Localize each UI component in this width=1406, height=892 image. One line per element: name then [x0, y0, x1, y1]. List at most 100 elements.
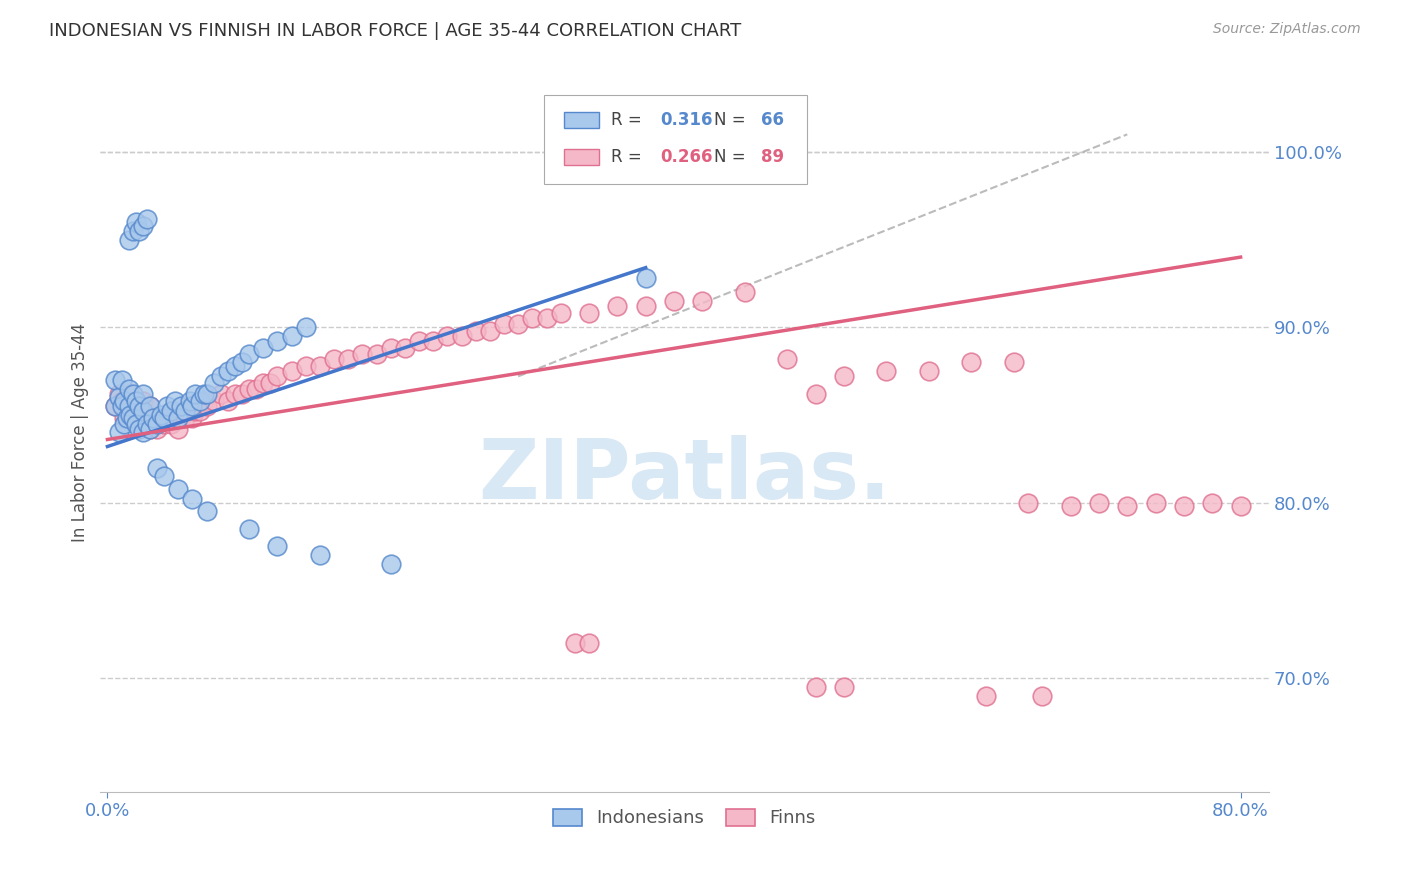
- Point: [128, 399, 150, 413]
- Point: [224, 387, 246, 401]
- Point: [170, 411, 193, 425]
- Point: [107, 391, 129, 405]
- Point: [118, 399, 141, 413]
- Point: [309, 548, 332, 562]
- Point: [184, 387, 207, 401]
- Point: [139, 399, 162, 413]
- Text: 0.266: 0.266: [659, 148, 713, 166]
- Point: [132, 219, 155, 233]
- Legend: Indonesians, Finns: Indonesians, Finns: [546, 802, 823, 835]
- Point: [508, 317, 530, 331]
- Point: [734, 285, 756, 300]
- Point: [174, 404, 197, 418]
- Point: [128, 417, 150, 431]
- Point: [662, 293, 685, 308]
- Point: [132, 425, 155, 440]
- Point: [150, 411, 173, 425]
- Point: [337, 351, 360, 366]
- Point: [125, 393, 148, 408]
- Point: [238, 346, 260, 360]
- Point: [578, 306, 600, 320]
- Point: [1031, 689, 1053, 703]
- Point: [380, 557, 402, 571]
- Point: [1088, 495, 1111, 509]
- Text: Source: ZipAtlas.com: Source: ZipAtlas.com: [1213, 22, 1361, 37]
- Point: [132, 411, 155, 425]
- Point: [118, 382, 141, 396]
- Point: [252, 376, 274, 391]
- Text: INDONESIAN VS FINNISH IN LABOR FORCE | AGE 35-44 CORRELATION CHART: INDONESIAN VS FINNISH IN LABOR FORCE | A…: [49, 22, 741, 40]
- Point: [1059, 499, 1081, 513]
- Point: [107, 425, 129, 440]
- Point: [1229, 499, 1251, 513]
- Point: [280, 364, 302, 378]
- Point: [167, 482, 190, 496]
- Text: 0.316: 0.316: [659, 111, 713, 128]
- Text: ZIPatlas.: ZIPatlas.: [478, 435, 891, 516]
- Point: [165, 404, 187, 418]
- Point: [266, 369, 288, 384]
- Point: [153, 411, 176, 425]
- Text: N =: N =: [714, 148, 751, 166]
- Point: [550, 306, 572, 320]
- Point: [120, 411, 142, 425]
- Point: [195, 504, 218, 518]
- Point: [125, 417, 148, 431]
- Point: [266, 540, 288, 554]
- Point: [125, 411, 148, 425]
- Point: [146, 417, 169, 431]
- Point: [181, 399, 204, 413]
- Point: [120, 408, 142, 422]
- Point: [974, 689, 997, 703]
- FancyBboxPatch shape: [564, 112, 599, 128]
- Point: [118, 387, 141, 401]
- Point: [832, 369, 855, 384]
- Point: [464, 324, 486, 338]
- Point: [1144, 495, 1167, 509]
- Point: [179, 393, 201, 408]
- Text: 89: 89: [761, 148, 783, 166]
- Point: [160, 417, 183, 431]
- Point: [103, 399, 125, 413]
- Point: [960, 355, 983, 369]
- Point: [224, 359, 246, 373]
- Point: [876, 364, 898, 378]
- FancyBboxPatch shape: [564, 149, 599, 165]
- Point: [245, 382, 267, 396]
- Point: [110, 373, 132, 387]
- Point: [139, 422, 162, 436]
- Point: [122, 224, 145, 238]
- Point: [160, 404, 183, 418]
- Point: [110, 399, 132, 413]
- Point: [195, 387, 218, 401]
- Point: [202, 393, 225, 408]
- FancyBboxPatch shape: [544, 95, 807, 185]
- Point: [181, 492, 204, 507]
- Point: [202, 376, 225, 391]
- Point: [492, 317, 515, 331]
- Point: [167, 411, 190, 425]
- Point: [132, 404, 155, 418]
- Point: [156, 411, 179, 425]
- Point: [150, 408, 173, 422]
- Text: 66: 66: [761, 111, 783, 128]
- Point: [1116, 499, 1139, 513]
- Point: [174, 411, 197, 425]
- Point: [103, 373, 125, 387]
- Point: [139, 399, 162, 413]
- Point: [125, 393, 148, 408]
- Point: [217, 364, 239, 378]
- Point: [142, 411, 165, 425]
- Point: [231, 355, 253, 369]
- Point: [352, 346, 374, 360]
- Y-axis label: In Labor Force | Age 35-44: In Labor Force | Age 35-44: [72, 323, 89, 542]
- Point: [132, 393, 155, 408]
- Point: [692, 293, 714, 308]
- Point: [238, 522, 260, 536]
- Point: [1017, 495, 1039, 509]
- Point: [408, 334, 430, 349]
- Point: [128, 224, 150, 238]
- Point: [606, 299, 628, 313]
- Point: [252, 341, 274, 355]
- Point: [832, 680, 855, 694]
